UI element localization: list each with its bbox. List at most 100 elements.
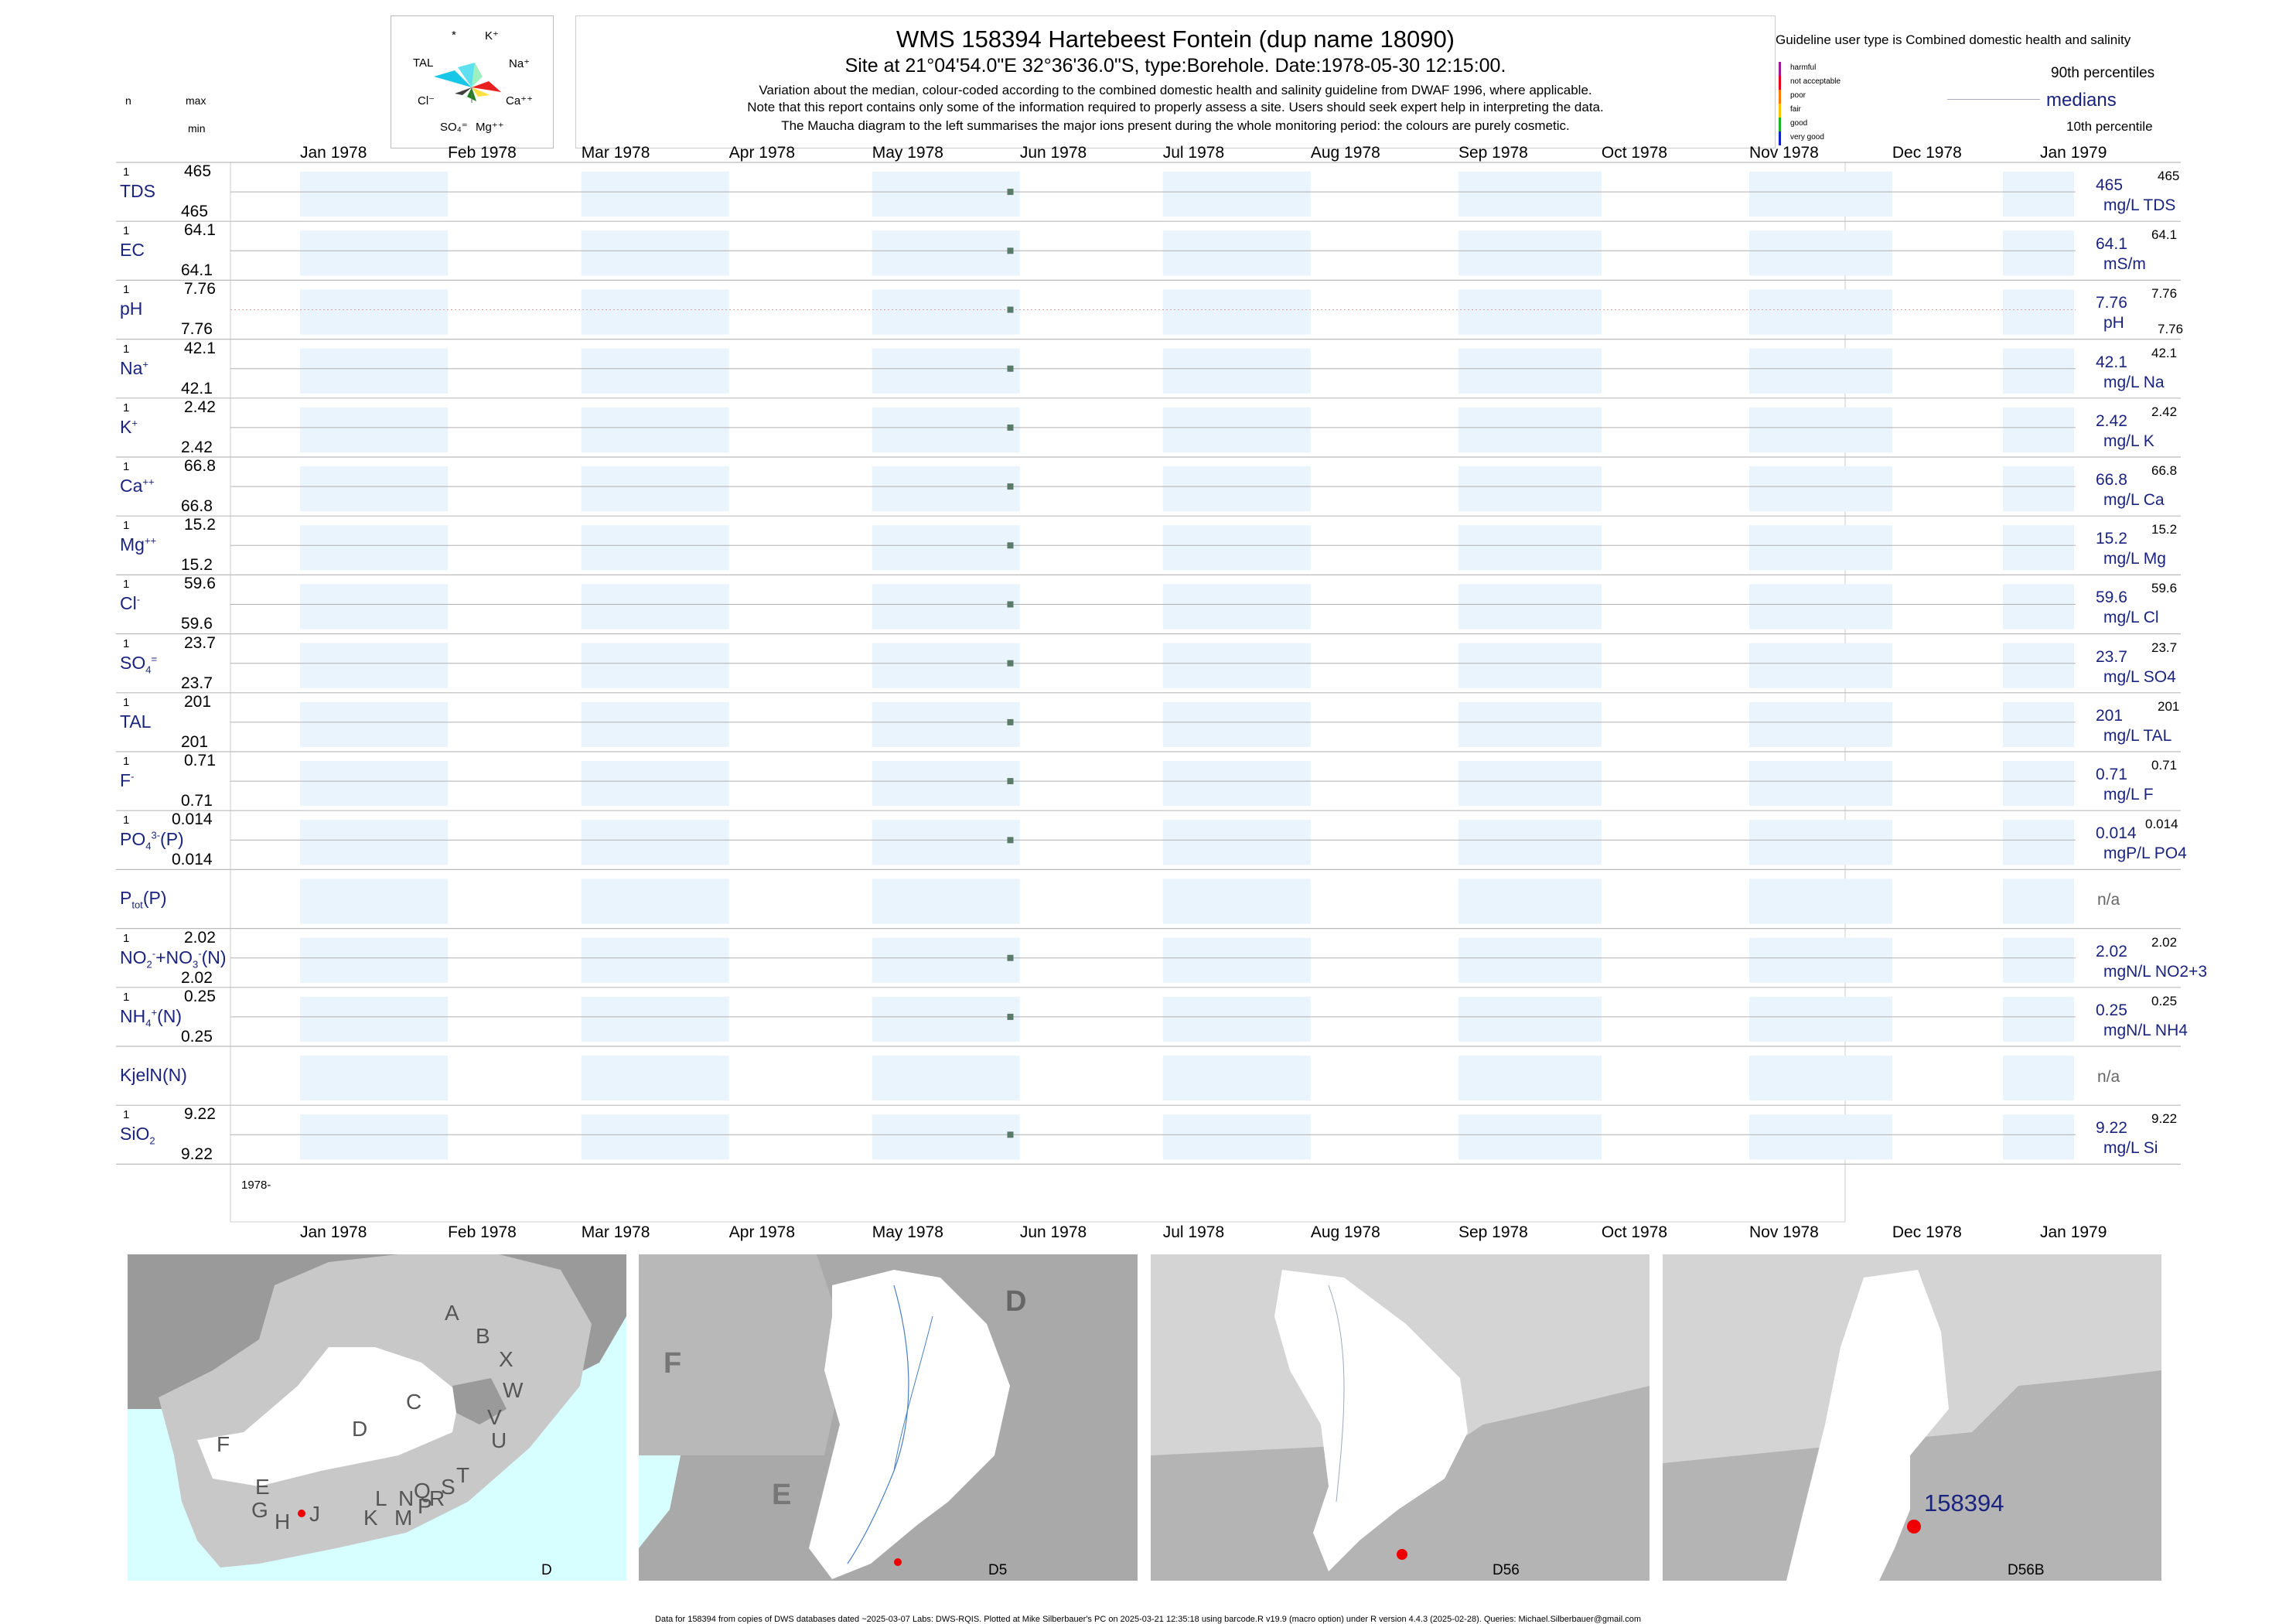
sample-point <box>1007 306 1014 313</box>
param-name-f: F- <box>120 770 135 790</box>
param-max: 15.2 <box>184 516 216 534</box>
right-p90: 2.42 <box>2151 404 2178 419</box>
right-p90: 9.22 <box>2151 1111 2178 1127</box>
month-band <box>1748 761 1892 807</box>
map1-region-label: B <box>476 1324 490 1348</box>
month-band <box>872 1056 1020 1101</box>
map-lesotho <box>452 1378 507 1424</box>
month-band <box>1458 230 1602 276</box>
plot-frame <box>230 162 1846 1223</box>
month-band <box>1458 289 1602 335</box>
param-name-no2no3n: NO2-+NO3-(N) <box>120 947 227 971</box>
month-band <box>1458 879 1602 924</box>
map1-region-label: U <box>491 1428 507 1452</box>
legend-colour-bar <box>1779 62 1781 76</box>
map1-region-label: P <box>418 1494 432 1518</box>
param-n: 1 <box>123 519 130 533</box>
month-band <box>1458 937 1602 983</box>
param-name-nh4n: NH4+(N) <box>120 1005 182 1029</box>
month-band <box>1458 525 1602 571</box>
right-p90: 201 <box>2158 698 2180 714</box>
month-band <box>581 820 729 865</box>
header-note-1: Variation about the median, colour-coded… <box>759 83 1592 97</box>
legend-medians: medians <box>2046 90 2117 111</box>
right-p90: 7.76 <box>2151 286 2178 302</box>
param-n: 1 <box>123 931 130 945</box>
sample-point <box>1007 1013 1014 1020</box>
param-max: 201 <box>184 692 212 711</box>
param-min: 2.42 <box>181 438 213 456</box>
param-max: 2.42 <box>184 397 216 416</box>
month-band <box>2003 1056 2074 1101</box>
month-band <box>1162 820 1311 865</box>
sample-point <box>1007 424 1014 431</box>
legend-colour-bar <box>1779 90 1781 104</box>
month-band <box>300 289 449 335</box>
param-name-so4: SO4= <box>120 652 158 676</box>
maucha-sector-ca <box>472 81 501 92</box>
map1-region-label: A <box>445 1301 459 1325</box>
param-name-na: Na+ <box>120 357 148 378</box>
right-median: 7.76 <box>2096 294 2127 312</box>
right-unit: mg/L K <box>2103 432 2154 450</box>
month-band <box>2003 348 2074 394</box>
month-band <box>1458 643 1602 688</box>
month-band <box>300 996 449 1042</box>
right-p10: 7.76 <box>2158 322 2184 337</box>
month-label-top: Jan 1979 <box>2040 144 2107 162</box>
month-band <box>2003 937 2074 983</box>
month-band <box>581 584 729 629</box>
month-band <box>1162 643 1311 688</box>
map2-label: D5 <box>988 1562 1008 1578</box>
month-label-top: Jul 1978 <box>1162 144 1225 162</box>
param-max: 59.6 <box>184 575 216 593</box>
legend-class-label: not acceptable <box>1790 77 1841 86</box>
month-band <box>300 407 449 452</box>
map-d5-catchment <box>809 1270 1010 1579</box>
map1-region-label: F <box>217 1432 230 1456</box>
map1-region-label: K <box>363 1506 378 1530</box>
month-band <box>300 820 449 865</box>
map1-region-label: C <box>406 1390 422 1414</box>
month-band <box>1458 466 1602 512</box>
maucha-sector-na <box>472 63 483 87</box>
month-band <box>1162 289 1311 335</box>
month-band <box>1162 348 1311 394</box>
map1-region-label: G <box>251 1498 268 1522</box>
month-band <box>300 937 449 983</box>
month-band <box>2003 407 2074 452</box>
param-max: 0.25 <box>184 987 216 1005</box>
month-band <box>2003 1114 2074 1160</box>
month-band <box>1748 584 1892 629</box>
month-band <box>1458 1114 1602 1160</box>
right-median: 66.8 <box>2096 471 2127 489</box>
map1-region-label: Q <box>414 1479 431 1503</box>
right-p90: 2.02 <box>2151 934 2178 950</box>
month-band <box>1162 466 1311 512</box>
month-band <box>1162 230 1311 276</box>
month-band <box>1162 407 1311 452</box>
month-band <box>1748 407 1892 452</box>
param-name-ca: Ca++ <box>120 476 155 496</box>
map-subcatchment-d56b: 158394 D56B <box>1663 1254 2161 1581</box>
right-median: 2.42 <box>2096 411 2127 430</box>
month-label-bottom: Apr 1978 <box>728 1223 796 1241</box>
month-label-bottom: Mar 1978 <box>581 1223 650 1241</box>
param-max: 64.1 <box>184 221 216 240</box>
param-min: 59.6 <box>181 615 213 633</box>
month-band <box>872 643 1020 688</box>
param-name-sio2: SiO2 <box>120 1124 155 1147</box>
maucha-label-tal: TAL <box>413 56 434 70</box>
month-band <box>2003 584 2074 629</box>
maucha-label-k: K⁺ <box>485 29 499 43</box>
param-max: 42.1 <box>184 339 216 357</box>
maucha-label-na: Na⁺ <box>509 57 531 70</box>
month-band <box>300 643 449 688</box>
month-band <box>872 348 1020 394</box>
legend-class-label: very good <box>1790 133 1824 142</box>
month-band <box>581 701 729 747</box>
sample-point <box>1007 601 1014 608</box>
map1-region-label: J <box>309 1502 320 1526</box>
sample-point <box>1007 778 1014 785</box>
month-band <box>2003 879 2074 924</box>
